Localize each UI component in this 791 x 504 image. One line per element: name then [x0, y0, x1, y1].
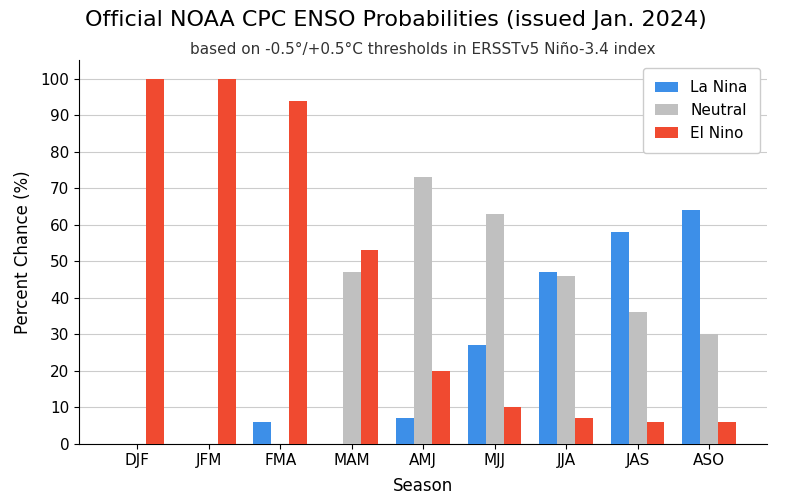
Bar [218, 79, 236, 444]
Bar [467, 345, 486, 444]
Bar [253, 422, 271, 444]
Bar [718, 422, 736, 444]
Bar [343, 272, 361, 444]
Legend: La Nina, Neutral, El Nino: La Nina, Neutral, El Nino [642, 68, 759, 153]
Bar [414, 177, 432, 444]
Bar [575, 418, 593, 444]
Bar [557, 276, 575, 444]
Title: based on -0.5°/+0.5°C thresholds in ERSSTv5 Niño-3.4 index: based on -0.5°/+0.5°C thresholds in ERSS… [191, 41, 656, 56]
Bar [539, 272, 557, 444]
Bar [432, 370, 450, 444]
Bar [611, 232, 629, 444]
Y-axis label: Percent Chance (%): Percent Chance (%) [14, 170, 32, 334]
Text: Official NOAA CPC ENSO Probabilities (issued Jan. 2024): Official NOAA CPC ENSO Probabilities (is… [85, 10, 706, 30]
Bar [486, 214, 504, 444]
Bar [146, 79, 164, 444]
X-axis label: Season: Season [393, 477, 453, 494]
Bar [646, 422, 664, 444]
Bar [361, 250, 379, 444]
Bar [700, 334, 718, 444]
Bar [629, 312, 646, 444]
Bar [504, 407, 521, 444]
Bar [683, 210, 700, 444]
Bar [396, 418, 414, 444]
Bar [290, 101, 307, 444]
